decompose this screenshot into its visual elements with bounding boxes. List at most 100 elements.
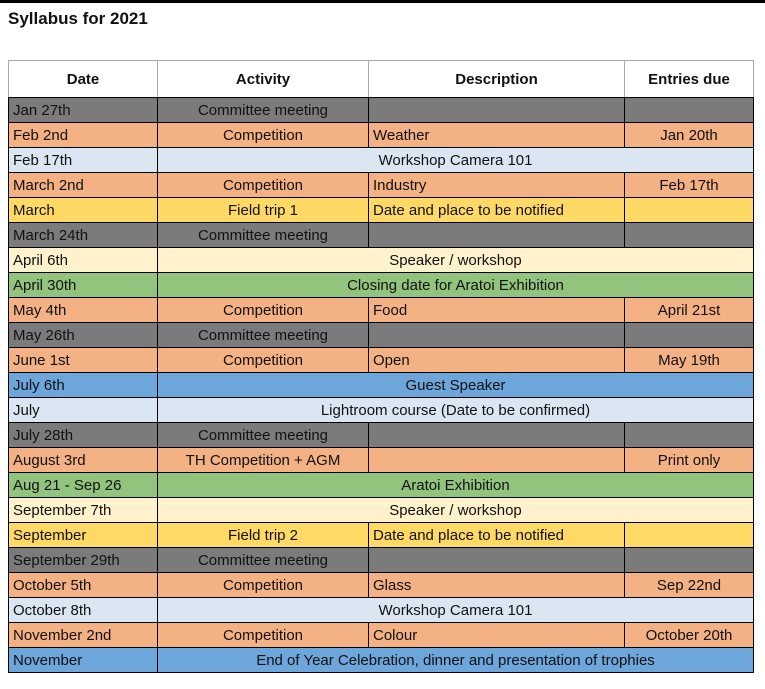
cell-description [368,547,625,573]
cell-entries-due: Feb 17th [624,172,754,198]
cell-activity: Competition [157,572,369,598]
cell-date: April 6th [8,247,158,273]
cell-activity: Committee meeting [157,422,369,448]
cell-activity: Competition [157,347,369,373]
table-row: March Field trip 1 Date and place to be no… [8,197,754,223]
cell-date: July 28th [8,422,158,448]
cell-merged-event: Aratoi Exhibition [157,472,754,498]
cell-date: Feb 17th [8,147,158,173]
cell-activity: Committee meeting [157,547,369,573]
cell-description: Date and place to be notified [368,197,625,223]
header-activity: Activity [157,60,369,98]
table-row: Feb 17th Workshop Camera 101 [8,147,754,173]
cell-entries-due [624,547,754,573]
cell-merged-event: Workshop Camera 101 [157,597,754,623]
table-row: March 24th Committee meeting [8,222,754,248]
cell-activity: TH Competition + AGM [157,447,369,473]
table-row: March 2nd Competition Industry Feb 17th [8,172,754,198]
table-row: April 30th Closing date for Aratoi Exhibi… [8,272,754,298]
table-row: Aug 21 - Sep 26 Aratoi Exhibition [8,472,754,498]
table-row: August 3rd TH Competition + AGM Print only [8,447,754,473]
cell-date: July [8,397,158,423]
table-row: Jan 27th Committee meeting [8,97,754,123]
cell-activity: Competition [157,622,369,648]
cell-description: Date and place to be notified [368,522,625,548]
header-description: Description [368,60,625,98]
table-body: Jan 27th Committee meeting Feb 2nd Competit… [8,97,754,673]
cell-date: June 1st [8,347,158,373]
cell-description: Glass [368,572,625,598]
cell-entries-due: April 21st [624,297,754,323]
top-divider [0,0,765,3]
cell-date: May 26th [8,322,158,348]
cell-date: October 5th [8,572,158,598]
cell-description [368,447,625,473]
cell-description: Weather [368,122,625,148]
cell-entries-due [624,422,754,448]
cell-date: November 2nd [8,622,158,648]
cell-date: Aug 21 - Sep 26 [8,472,158,498]
cell-entries-due [624,222,754,248]
cell-date: August 3rd [8,447,158,473]
cell-activity: Competition [157,297,369,323]
cell-date: September 29th [8,547,158,573]
cell-activity: Committee meeting [157,97,369,123]
cell-date: April 30th [8,272,158,298]
cell-date: May 4th [8,297,158,323]
table-row: June 1st Competition Open May 19th [8,347,754,373]
table-header: Date Activity Description Entries due [8,60,754,98]
cell-merged-event: End of Year Celebration, dinner and pres… [157,647,754,673]
cell-entries-due: October 20th [624,622,754,648]
cell-date: March [8,197,158,223]
cell-entries-due [624,322,754,348]
table-row: July Lightroom course (Date to be confirm… [8,397,754,423]
cell-merged-event: Speaker / workshop [157,497,754,523]
header-date: Date [8,60,158,98]
cell-merged-event: Workshop Camera 101 [157,147,754,173]
cell-activity: Competition [157,172,369,198]
cell-activity: Field trip 1 [157,197,369,223]
cell-entries-due [624,522,754,548]
cell-merged-event: Guest Speaker [157,372,754,398]
header-row: Date Activity Description Entries due [8,60,754,98]
cell-merged-event: Closing date for Aratoi Exhibition [157,272,754,298]
cell-entries-due: Print only [624,447,754,473]
cell-date: November [8,647,158,673]
cell-entries-due: Sep 22nd [624,572,754,598]
cell-description: Food [368,297,625,323]
cell-date: March 2nd [8,172,158,198]
cell-description [368,222,625,248]
table-row: September Field trip 2 Date and place to b… [8,522,754,548]
table-row: July 28th Committee meeting [8,422,754,448]
cell-entries-due: May 19th [624,347,754,373]
table-row: September 29th Committee meeting [8,547,754,573]
cell-date: September [8,522,158,548]
table-row: Feb 2nd Competition Weather Jan 20th [8,122,754,148]
cell-activity: Competition [157,122,369,148]
table-row: May 26th Committee meeting [8,322,754,348]
cell-date: March 24th [8,222,158,248]
cell-merged-event: Lightroom course (Date to be confirmed) [157,397,754,423]
table-row: October 5th Competition Glass Sep 22nd [8,572,754,598]
cell-entries-due: Jan 20th [624,122,754,148]
cell-activity: Committee meeting [157,322,369,348]
table-row: July 6th Guest Speaker [8,372,754,398]
table-row: November 2nd Competition Colour October 20t… [8,622,754,648]
cell-description: Open [368,347,625,373]
cell-date: September 7th [8,497,158,523]
table-row: September 7th Speaker / workshop [8,497,754,523]
cell-description [368,322,625,348]
table-row: May 4th Competition Food April 21st [8,297,754,323]
cell-description [368,97,625,123]
table-row: April 6th Speaker / workshop [8,247,754,273]
cell-date: Feb 2nd [8,122,158,148]
cell-merged-event: Speaker / workshop [157,247,754,273]
table-row: October 8th Workshop Camera 101 [8,597,754,623]
cell-entries-due [624,97,754,123]
table-row: November End of Year Celebration, dinner … [8,647,754,673]
cell-entries-due [624,197,754,223]
page-title: Syllabus for 2021 [8,9,148,28]
syllabus-table: Date Activity Description Entries due Ja… [8,60,754,673]
cell-description: Industry [368,172,625,198]
cell-date: July 6th [8,372,158,398]
